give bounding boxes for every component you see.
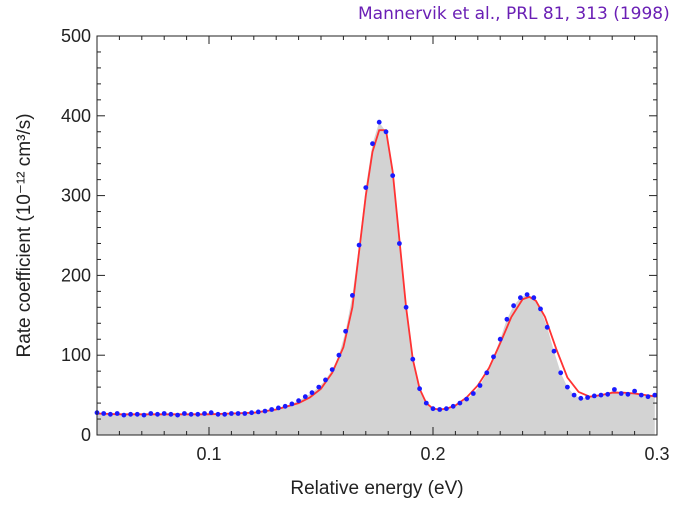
data-point (605, 391, 611, 397)
data-point (524, 292, 530, 297)
data-point (175, 412, 181, 418)
data-point (336, 352, 342, 358)
y-tick-label: 400 (61, 106, 91, 126)
y-axis-label: Rate coefficient (10⁻¹² cm³/s) (14, 113, 35, 357)
data-point (444, 406, 449, 412)
data-point (598, 392, 604, 398)
data-point (134, 411, 140, 417)
data-point (168, 411, 174, 417)
data-point (645, 394, 651, 400)
data-point (296, 398, 301, 404)
data-point (350, 293, 355, 298)
data-point (148, 411, 154, 416)
data-point (329, 367, 335, 372)
data-point (309, 390, 315, 396)
data-point (235, 411, 241, 416)
data-point (638, 392, 644, 398)
data-point (376, 119, 382, 125)
data-point (504, 316, 510, 322)
data-point (195, 411, 201, 417)
area-fill (97, 122, 657, 435)
data-point (618, 391, 624, 396)
data-point (282, 403, 288, 409)
y-tick-label: 500 (61, 26, 91, 46)
y-tick-label: 300 (61, 186, 91, 206)
x-tick-label: 0.3 (644, 444, 669, 464)
data-point (397, 241, 402, 246)
data-point (538, 306, 543, 312)
data-point (155, 411, 160, 417)
data-point (141, 412, 147, 418)
data-point (121, 412, 127, 418)
citation-text: Mannervik et al., PRL 81, 313 (1998) (358, 4, 670, 24)
data-point (289, 401, 295, 407)
data-point (437, 407, 443, 412)
data-point (450, 403, 456, 409)
data-point (484, 370, 490, 376)
y-tick-label: 200 (61, 265, 91, 285)
data-point (114, 411, 120, 416)
data-point (215, 411, 221, 417)
data-point (565, 384, 570, 390)
data-point (323, 377, 328, 383)
data-point (188, 411, 194, 417)
data-point (229, 411, 234, 416)
data-point (316, 384, 322, 390)
data-point (477, 383, 483, 388)
data-point (222, 411, 228, 417)
x-tick-label: 0.1 (196, 444, 221, 464)
data-point (531, 295, 537, 301)
data-point (578, 395, 584, 401)
data-point (591, 393, 597, 399)
data-point (202, 411, 207, 416)
data-point (108, 411, 113, 417)
data-point (410, 356, 416, 362)
data-point (390, 173, 396, 179)
y-tick-label: 0 (81, 425, 91, 445)
data-point (302, 394, 308, 400)
data-point (128, 411, 134, 417)
data-point (470, 391, 476, 396)
data-point (255, 409, 261, 415)
data-point (161, 411, 167, 416)
plot-frame (96, 35, 658, 436)
data-point (269, 407, 275, 412)
data-point (558, 370, 564, 376)
data-point (423, 400, 429, 406)
data-point (262, 408, 268, 414)
x-tick-label: 0.2 (420, 444, 445, 464)
data-point (249, 410, 255, 416)
data-point (356, 242, 362, 248)
data-point (632, 388, 637, 394)
data-point (464, 396, 469, 402)
x-axis-label: Relative energy (eV) (290, 478, 463, 499)
data-point (182, 411, 187, 416)
data-point (383, 129, 389, 135)
data-point (544, 324, 550, 330)
data-point (518, 295, 523, 301)
data-point (625, 391, 631, 397)
data-point (430, 406, 436, 412)
data-point (101, 411, 107, 416)
data-point (208, 410, 214, 416)
data-point (511, 303, 516, 309)
data-point (491, 354, 496, 360)
data-point (242, 411, 248, 416)
data-point (370, 141, 375, 147)
data-point (403, 304, 409, 310)
data-point (652, 392, 658, 398)
data-point (457, 400, 463, 406)
data-point (612, 387, 617, 392)
data-point (363, 185, 369, 191)
data-point (276, 405, 281, 411)
data-point (551, 348, 557, 354)
data-point (497, 336, 503, 342)
data-point (571, 392, 577, 398)
data-point (417, 386, 422, 392)
y-tick-label: 100 (61, 345, 91, 365)
data-point (585, 395, 590, 400)
data-point (343, 328, 348, 334)
